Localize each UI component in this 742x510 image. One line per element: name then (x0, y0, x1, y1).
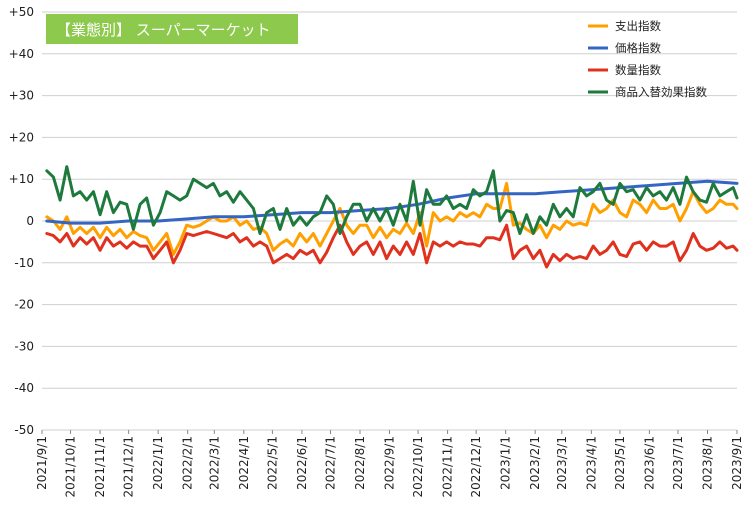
x-tick-label: 2021/10/1 (64, 436, 78, 498)
series-line-4 (45, 165, 739, 235)
chart-title: 【業態別】 スーパーマーケット (46, 14, 298, 44)
y-tick-label: -50 (14, 423, 34, 437)
series-line-1 (45, 181, 739, 256)
x-tick-label: 2021/11/1 (93, 436, 107, 498)
y-tick-label: -30 (14, 339, 34, 353)
x-tick-label: 2023/8/1 (700, 436, 714, 490)
y-tick-label: +50 (9, 5, 34, 19)
x-tick-label: 2023/3/1 (555, 436, 569, 490)
series-line-3 (45, 223, 739, 269)
x-tick-label: 2021/9/1 (35, 436, 49, 490)
x-tick-label: 2022/6/1 (295, 436, 309, 490)
legend-label-1: 支出指数 (615, 19, 661, 33)
chart-title-background (46, 14, 298, 44)
legend-label-2: 価格指数 (615, 41, 661, 55)
y-tick-label: -40 (14, 381, 34, 395)
y-tick-label: +20 (9, 130, 34, 144)
y-tick-label: +10 (9, 172, 34, 186)
y-axis-tick-labels: +50 +40 +30 +20 +10 0 -10 -20 -30 -40 -50 (9, 5, 34, 437)
x-tick-label: 2023/2/1 (528, 436, 542, 490)
x-tick-label: 2021/12/1 (122, 436, 136, 498)
y-tick-label: -20 (14, 298, 34, 312)
legend-label-4: 商品入替効果指数 (615, 85, 707, 99)
series-lines (45, 165, 739, 269)
y-tick-label: +30 (9, 89, 34, 103)
x-tick-label: 2022/12/1 (469, 436, 483, 498)
legend-label-3: 数量指数 (615, 63, 661, 77)
x-axis-tick-labels: 2021/9/1 2021/10/1 2021/11/1 2021/12/1 2022/… (35, 430, 742, 498)
x-tick-label: 2022/11/1 (441, 436, 455, 498)
y-tick-label: +40 (9, 47, 34, 61)
x-tick-label: 2022/9/1 (383, 436, 397, 490)
x-tick-label: 2022/1/1 (151, 436, 165, 490)
x-tick-label: 2022/2/1 (181, 436, 195, 490)
x-tick-label: 2023/1/1 (499, 436, 513, 490)
y-tick-label: 0 (26, 214, 34, 228)
x-tick-label: 2023/4/1 (584, 436, 598, 490)
x-tick-label: 2023/6/1 (642, 436, 656, 490)
chart-title-text: 【業態別】 スーパーマーケット (56, 21, 271, 39)
x-tick-label: 2022/8/1 (353, 436, 367, 490)
x-tick-label: 2022/5/1 (265, 436, 279, 490)
x-tick-label: 2023/9/1 (730, 436, 742, 490)
y-tick-label: -10 (14, 256, 34, 270)
x-tick-label: 2022/3/1 (207, 436, 221, 490)
x-tick-label: 2023/7/1 (671, 436, 685, 490)
x-tick-label: 2022/4/1 (237, 436, 251, 490)
x-tick-label: 2022/10/1 (411, 436, 425, 498)
x-tick-label: 2023/5/1 (613, 436, 627, 490)
x-tick-label: 2022/7/1 (323, 436, 337, 490)
